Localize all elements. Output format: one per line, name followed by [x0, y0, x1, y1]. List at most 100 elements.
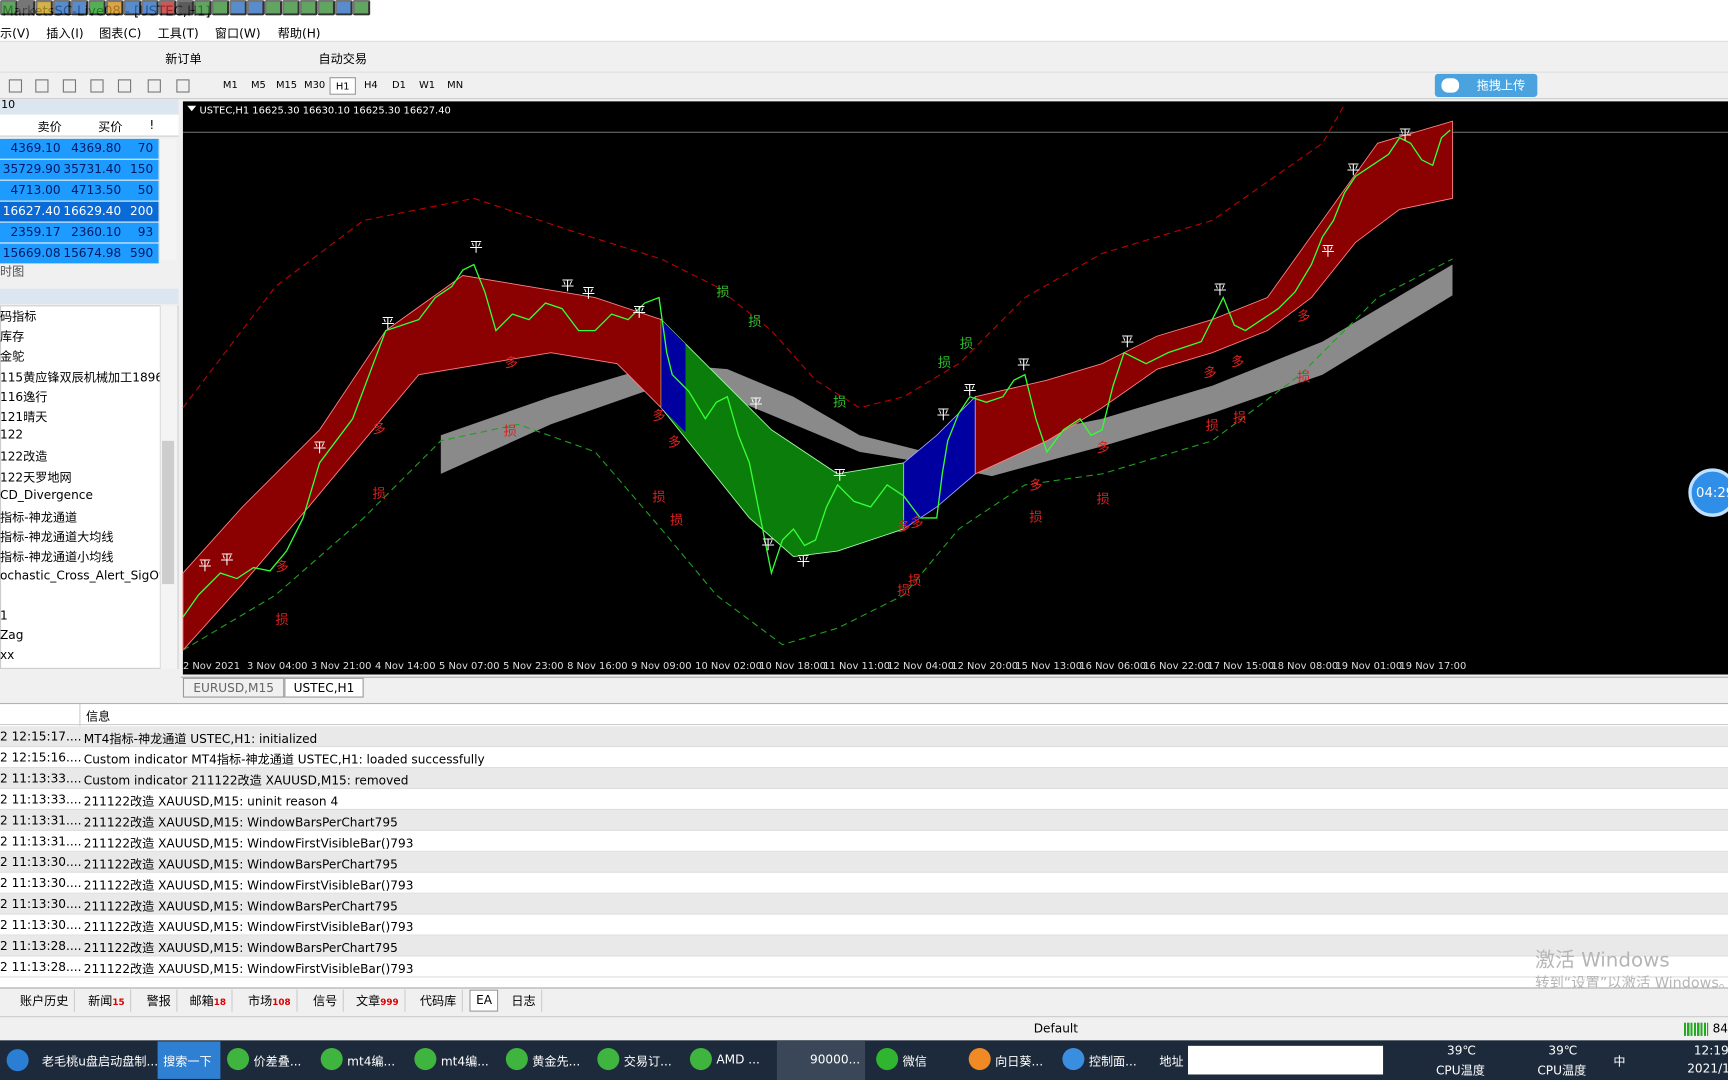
bottom-tab[interactable]: 代码库: [414, 989, 463, 1012]
toolbar-icon[interactable]: [141, 0, 159, 16]
toolbar-icon[interactable]: [70, 0, 89, 16]
chart-tab[interactable]: USTEC,H1: [284, 677, 364, 698]
timeframe-button[interactable]: M30: [304, 80, 326, 92]
navigator-item[interactable]: CD_Divergence: [0, 487, 93, 503]
navigator-item[interactable]: 金鸵: [0, 349, 25, 365]
timeframe-button[interactable]: M15: [275, 80, 298, 92]
column-header: !: [149, 117, 155, 133]
toolbar-icon[interactable]: [335, 0, 353, 16]
navigator-item[interactable]: 指标-神龙通道小均线: [0, 550, 114, 565]
ie-icon[interactable]: [6, 1049, 29, 1072]
navigator-item[interactable]: Zag: [0, 628, 24, 643]
task-label[interactable]: mt4编...: [440, 1054, 489, 1069]
task-label[interactable]: 价差叠...: [253, 1054, 302, 1069]
bottom-tab[interactable]: 警报: [141, 989, 178, 1012]
log-message: Custom indicator MT4指标-神龙通道 USTEC,H1: lo…: [83, 752, 485, 768]
timeframe-button[interactable]: H4: [363, 80, 378, 92]
task-label[interactable]: AMD ...: [716, 1052, 760, 1067]
x-axis-strip: [182, 654, 1728, 675]
signal-label: 平: [963, 384, 976, 399]
log-row: [0, 851, 1728, 873]
navigator-item[interactable]: 码指标: [0, 309, 37, 324]
timeframe-button[interactable]: M5: [250, 80, 266, 92]
quote-row[interactable]: [0, 243, 159, 264]
bottom-tab[interactable]: 邮箱18: [184, 989, 233, 1012]
task-icon: [689, 1048, 712, 1071]
x-tick-label: 10 Nov 18:00: [759, 661, 826, 672]
navigator-item[interactable]: ochastic_Cross_Alert_SigOve: [0, 568, 174, 583]
toolbar-icon[interactable]: [352, 0, 371, 16]
task-label[interactable]: 向日葵...: [995, 1054, 1044, 1069]
timeframe-button[interactable]: D1: [391, 80, 406, 92]
price-path: [182, 129, 1451, 618]
navigator-item[interactable]: 库存: [0, 329, 25, 345]
toolbar-icon[interactable]: [123, 0, 142, 16]
quote-row[interactable]: [0, 159, 159, 180]
navigator-item[interactable]: 122: [0, 427, 24, 443]
navigator-item[interactable]: 1: [0, 608, 8, 623]
toolbar-icon[interactable]: [264, 0, 283, 16]
toolbar-icon[interactable]: [105, 0, 124, 16]
bottom-tab[interactable]: 日志: [506, 989, 543, 1012]
navigator-item[interactable]: 指标-神龙通道: [0, 510, 78, 525]
signal-label: 多: [1231, 353, 1244, 370]
toolbar-icon[interactable]: [211, 0, 230, 16]
toolbar-icon[interactable]: [299, 0, 318, 16]
bottom-tab[interactable]: EA: [469, 989, 499, 1012]
upload-button[interactable]: 拖拽上传: [1434, 73, 1538, 97]
quote-row[interactable]: [0, 222, 159, 243]
new-order-button[interactable]: 新订单: [165, 51, 202, 67]
navigator-item[interactable]: xx: [0, 648, 15, 663]
toolbar-icon[interactable]: [88, 0, 106, 16]
navigator-item[interactable]: 116逸行: [0, 389, 48, 405]
signal-label: 损: [897, 583, 910, 599]
toolbar-icon[interactable]: [158, 0, 177, 16]
bottom-tab[interactable]: 新闻15: [83, 989, 132, 1012]
auto-trade-button[interactable]: 自动交易: [318, 51, 367, 67]
timeframe-button[interactable]: MN: [447, 80, 464, 92]
task-label[interactable]: 交易订...: [623, 1054, 672, 1069]
log-time: 2 11:13:30....: [0, 897, 82, 912]
x-tick-label: 16 Nov 06:00: [1079, 661, 1146, 672]
toolbar-icon[interactable]: [193, 0, 212, 16]
bottom-tab[interactable]: 市场108: [242, 989, 298, 1012]
signal-label: 损: [908, 573, 921, 589]
navigator-item[interactable]: 121晴天: [0, 409, 48, 425]
task-label[interactable]: 控制面...: [1088, 1054, 1137, 1069]
toolbar-icon[interactable]: [229, 0, 247, 16]
task-label[interactable]: 黄金先...: [532, 1054, 581, 1069]
toolbar-icon[interactable]: [0, 0, 18, 16]
navigator-item[interactable]: 115黄应锋双辰机械加工18968: [0, 369, 171, 385]
signal-label: 损: [670, 513, 683, 529]
task-label[interactable]: mt4编...: [347, 1054, 396, 1069]
toolbar-icon[interactable]: [17, 0, 36, 16]
task-label[interactable]: 微信: [902, 1054, 927, 1069]
toolbar: [0, 44, 1728, 73]
toolbar-icon[interactable]: [176, 0, 194, 16]
search-text[interactable]: 搜索一下: [163, 1054, 212, 1069]
bottom-tab[interactable]: 信号: [307, 989, 344, 1012]
quote-row[interactable]: [0, 201, 159, 222]
toolbar-icon[interactable]: [246, 0, 265, 16]
task-label[interactable]: 90000...: [809, 1052, 861, 1067]
navigator-item[interactable]: 122天罗地网: [0, 470, 72, 485]
toolbar-icon[interactable]: [282, 0, 300, 16]
quote-row[interactable]: [0, 180, 159, 201]
chart-tab[interactable]: EURUSD,M15: [182, 677, 285, 698]
timeframe-button[interactable]: W1: [418, 80, 436, 92]
timeframe-button[interactable]: M1: [222, 80, 238, 92]
navigator-item[interactable]: 指标-神龙通道大均线: [0, 530, 114, 545]
quote-cell: 70: [137, 141, 154, 156]
navigator-item[interactable]: 122改造: [0, 450, 48, 465]
timeframe-button[interactable]: H1: [329, 77, 356, 95]
task-icon: [227, 1048, 250, 1071]
bottom-tab[interactable]: 文章999: [350, 989, 406, 1012]
toolbar-icon[interactable]: [52, 0, 71, 16]
bottom-tab[interactable]: 账户历史: [14, 989, 75, 1012]
toolbar-icon[interactable]: [35, 0, 53, 16]
quote-row[interactable]: [0, 138, 159, 159]
task-label[interactable]: 老毛桃u盘启动盘制...: [41, 1054, 159, 1069]
log-row: [0, 872, 1728, 894]
bottom-tab-strip: [0, 987, 1728, 1014]
toolbar-icon[interactable]: [317, 0, 336, 16]
